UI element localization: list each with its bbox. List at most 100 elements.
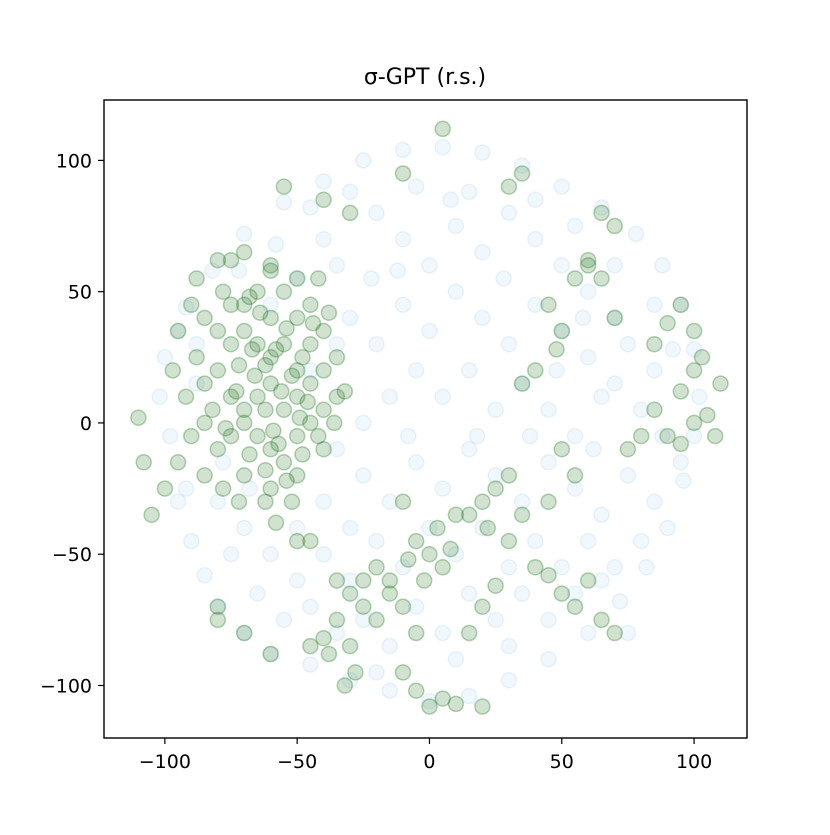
data-point (302, 375, 319, 392)
data-point (513, 375, 531, 392)
data-point (553, 585, 571, 602)
data-point (302, 598, 319, 615)
data-point (400, 427, 417, 445)
data-point (685, 322, 703, 340)
data-point (235, 401, 253, 419)
data-point (177, 299, 195, 316)
data-point (265, 422, 282, 440)
data-point (579, 532, 597, 550)
data-point (230, 493, 248, 510)
data-point (341, 671, 359, 689)
data-point (288, 270, 306, 287)
data-point (209, 362, 227, 379)
data-point (527, 362, 544, 379)
data-point (235, 624, 253, 642)
data-point (638, 559, 655, 576)
data-point (320, 304, 338, 321)
data-point (460, 506, 478, 524)
data-point (654, 257, 671, 274)
data-point (196, 467, 213, 484)
data-point (407, 362, 425, 379)
data-point (566, 480, 584, 497)
data-point (468, 427, 486, 445)
data-point (209, 493, 227, 510)
data-point (341, 519, 359, 537)
data-point (270, 435, 287, 453)
data-point (400, 551, 417, 568)
data-point (315, 362, 332, 379)
data-point (257, 401, 274, 419)
data-point (230, 356, 248, 374)
data-point (288, 519, 306, 537)
data-point (593, 388, 610, 405)
data-point (447, 217, 465, 235)
data-point (183, 532, 200, 550)
data-point (368, 335, 385, 353)
data-point (235, 414, 253, 432)
data-point (161, 427, 179, 445)
data-point (540, 650, 557, 668)
data-point (302, 532, 319, 550)
data-point (315, 545, 332, 563)
x-axis: −100 −50 0 50 100 (139, 738, 712, 773)
data-point (495, 270, 512, 287)
data-point (355, 152, 372, 169)
data-point (235, 624, 253, 642)
data-point (267, 341, 285, 358)
data-point (294, 446, 311, 463)
data-point (381, 637, 399, 655)
chart-title: σ-GPT (r.s.) (364, 65, 486, 90)
data-point (659, 427, 676, 445)
data-point (574, 309, 592, 327)
data-point (336, 383, 354, 400)
data-point (521, 427, 539, 445)
data-point (355, 414, 372, 432)
data-point (434, 480, 451, 497)
data-point (368, 204, 385, 222)
data-point (659, 519, 676, 537)
data-point (606, 559, 623, 576)
data-point (474, 309, 491, 327)
y-tick-label: 100 (56, 150, 92, 172)
data-point (579, 251, 597, 269)
data-point (235, 519, 253, 537)
data-point (593, 199, 610, 216)
data-point (209, 598, 227, 615)
x-tick-label: −100 (139, 751, 191, 773)
data-point (275, 454, 293, 471)
data-point (693, 349, 711, 366)
data-point (672, 383, 690, 400)
data-point (177, 480, 195, 497)
data-point (204, 262, 221, 279)
data-point (196, 375, 213, 392)
data-point (606, 257, 623, 274)
data-point (214, 283, 232, 300)
y-tick-label: 0 (80, 413, 92, 435)
y-tick-label: −50 (52, 544, 92, 566)
data-point (222, 251, 240, 269)
data-point (341, 585, 359, 602)
data-point (275, 194, 293, 211)
data-point (249, 585, 266, 602)
data-point (249, 335, 266, 353)
data-point (262, 349, 279, 366)
data-point (487, 480, 504, 497)
data-point (257, 356, 274, 374)
data-point (579, 283, 597, 300)
data-point (548, 362, 565, 379)
data-point (315, 191, 332, 209)
data-point (222, 545, 240, 563)
data-point (553, 178, 571, 195)
data-point (527, 296, 544, 314)
data-point (513, 585, 531, 602)
data-point (315, 493, 332, 510)
data-point (188, 375, 205, 392)
data-point (235, 322, 253, 340)
data-point (500, 671, 518, 689)
data-point (500, 178, 518, 195)
data-point (291, 409, 309, 426)
data-point (421, 698, 438, 715)
data-point (632, 532, 650, 550)
